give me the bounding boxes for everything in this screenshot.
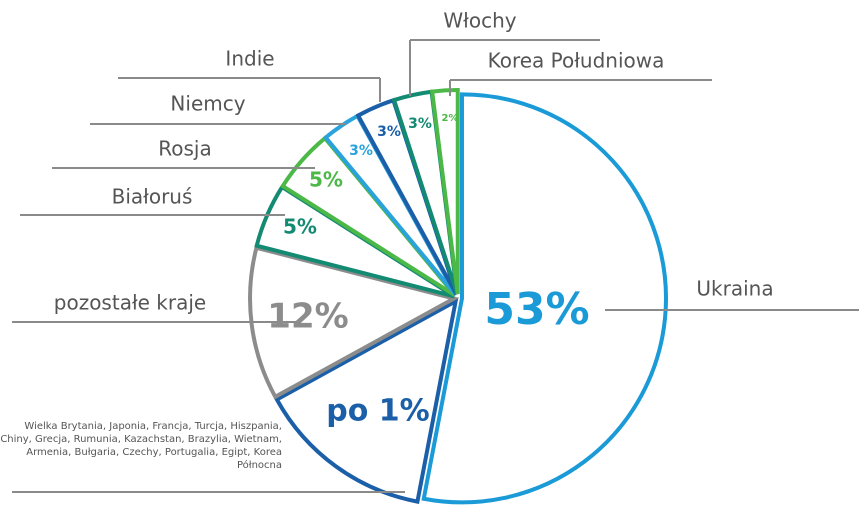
value-label: 5% — [309, 168, 343, 192]
value-label: 12% — [267, 297, 348, 337]
category-label: Indie — [225, 47, 274, 71]
pie-slice — [274, 297, 459, 504]
category-label: pozostałe kraje — [54, 291, 206, 315]
value-label: 2% — [442, 113, 459, 124]
category-label: Korea Południowa — [488, 49, 665, 73]
category-label: Ukraina — [696, 277, 773, 301]
pie-slice — [429, 88, 460, 295]
category-label: Wielka Brytania, Japonia, Francja, Turcj… — [0, 421, 282, 471]
pie-slice — [421, 92, 668, 505]
category-label: Niemcy — [170, 92, 245, 116]
value-label: 5% — [283, 215, 317, 239]
value-label: 3% — [349, 143, 373, 159]
value-label: 3% — [377, 124, 401, 140]
value-label: 3% — [408, 116, 432, 132]
annotation: po 1% — [326, 394, 429, 429]
category-label: Białoruś — [112, 185, 193, 209]
value-label: 53% — [484, 284, 589, 335]
category-label: Włochy — [443, 9, 516, 33]
pie-slice — [248, 245, 460, 400]
category-label: Rosja — [158, 137, 211, 161]
